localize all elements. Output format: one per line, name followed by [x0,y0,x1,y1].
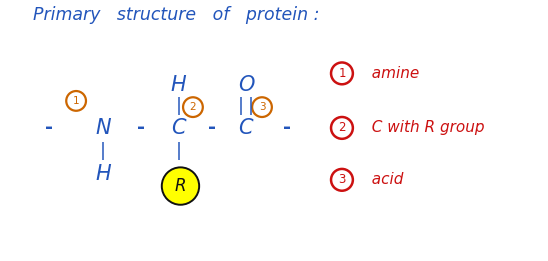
Ellipse shape [162,167,199,205]
Text: 1: 1 [338,67,346,80]
Text: 3: 3 [259,102,265,112]
Text: O: O [238,75,254,95]
Text: N: N [95,118,111,138]
Text: C: C [171,118,186,138]
Text: |: | [238,97,244,115]
Text: |: | [175,142,181,160]
Text: H: H [170,75,186,95]
Text: -: - [44,118,53,137]
Text: 2: 2 [190,102,196,112]
Text: Primary   structure   of   protein :: Primary structure of protein : [32,6,319,24]
Text: -: - [283,118,292,137]
Text: 1: 1 [73,96,79,106]
Text: acid: acid [362,172,403,187]
Text: C: C [238,118,253,138]
Text: |: | [175,97,181,115]
Text: 2: 2 [338,121,346,134]
Text: |: | [248,97,254,115]
Text: R: R [175,177,186,195]
Text: 3: 3 [338,173,346,186]
Text: -: - [208,118,216,137]
Text: amine: amine [362,66,419,81]
Text: H: H [95,164,111,183]
Text: -: - [137,118,145,137]
Text: C with R group: C with R group [362,120,484,135]
Text: |: | [100,142,106,160]
